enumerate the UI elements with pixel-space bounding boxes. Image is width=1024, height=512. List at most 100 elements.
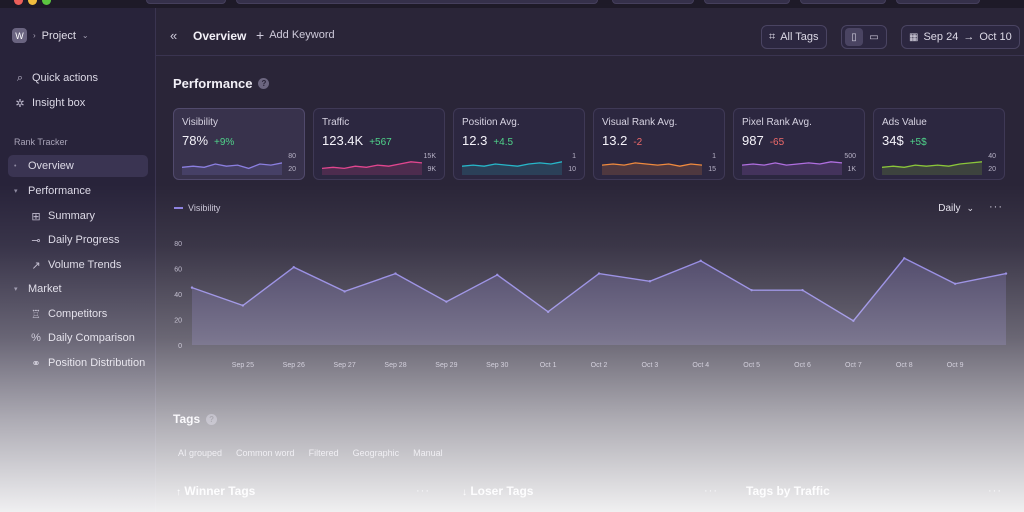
y-tick-label: 80 (174, 241, 182, 248)
arrow-down-icon: ↓ (462, 487, 467, 498)
more-options-icon[interactable]: ··· (704, 485, 718, 497)
tag-filter-ai-grouped[interactable]: AI grouped (178, 448, 223, 458)
data-point[interactable] (801, 288, 804, 292)
metric-value-row: 12.3 +4.5 (462, 133, 513, 148)
data-point[interactable] (343, 290, 346, 293)
data-point[interactable] (953, 282, 957, 285)
sidebar-item-volume-trends[interactable]: ↗ Volume Trends (8, 254, 148, 276)
data-point[interactable] (597, 272, 601, 275)
sparkline (462, 161, 562, 175)
sparkline-max: 40 (988, 153, 996, 160)
project-switcher[interactable]: W › Project ⌄ (12, 28, 89, 43)
data-point[interactable] (852, 319, 855, 322)
sidebar-item-market[interactable]: ▾ Market (8, 278, 148, 300)
data-point[interactable] (648, 280, 652, 283)
x-tick-label: Oct 6 (794, 362, 811, 369)
date-range-picker[interactable]: ▦ Sep 24 → Oct 10 (901, 25, 1020, 49)
percent-icon: % (31, 332, 41, 344)
data-point[interactable] (750, 288, 753, 292)
period-select[interactable]: Daily ⌄ (938, 203, 974, 214)
more-options-icon[interactable]: ··· (988, 485, 1002, 497)
data-point[interactable] (496, 273, 499, 277)
browser-tab[interactable] (896, 0, 980, 4)
more-options-icon[interactable]: ··· (416, 485, 430, 497)
sparkline-min: 1K (847, 166, 856, 173)
project-label: Project (41, 29, 76, 42)
tag-filter-geographic[interactable]: Geographic (352, 448, 400, 458)
all-tags-button[interactable]: ⌗ All Tags (761, 25, 827, 49)
info-icon[interactable]: ? (206, 413, 218, 425)
info-icon[interactable]: ? (258, 78, 270, 89)
add-keyword-label: Add Keyword (269, 29, 335, 41)
sidebar-item-label: Daily Comparison (48, 332, 135, 344)
insight-box-button[interactable]: ✲ Insight box (8, 92, 148, 114)
chart-legend: Visibility (174, 203, 220, 213)
metric-value: 123.4K (322, 133, 364, 148)
browser-tab[interactable] (146, 0, 226, 4)
x-tick-label: Oct 9 (947, 362, 964, 369)
browser-tab[interactable] (800, 0, 886, 4)
data-point[interactable] (190, 286, 194, 289)
quick-actions-label: Quick actions (32, 72, 99, 84)
y-tick-label: 20 (174, 318, 182, 325)
tag-filter-manual[interactable]: Manual (413, 448, 443, 458)
desktop-device-icon[interactable]: ▭ (869, 31, 879, 43)
distribution-icon: ⚭ (31, 357, 41, 370)
metric-delta: -65 (769, 137, 785, 148)
sidebar-item-performance[interactable]: ▾ Performance (8, 180, 148, 202)
metric-card-visibility[interactable]: Visibility 78% +9% 80 20 (173, 108, 305, 180)
data-point[interactable] (699, 259, 702, 263)
metric-value-row: 123.4K +567 (322, 133, 392, 148)
maximize-window-icon[interactable] (42, 0, 51, 5)
data-point[interactable] (292, 266, 295, 269)
sidebar-item-competitors[interactable]: ♖ Competitors (8, 303, 148, 325)
sidebar-item-daily-progress[interactable]: ⊸ Daily Progress (8, 229, 148, 251)
data-point[interactable] (903, 257, 906, 260)
data-point[interactable] (1004, 272, 1008, 275)
add-keyword-button[interactable]: + Add Keyword (256, 27, 335, 43)
sidebar-item-daily-comparison[interactable]: % Daily Comparison (8, 327, 148, 349)
metric-card-visual-rank-avg[interactable]: Visual Rank Avg. 13.2 -2 1 15 (593, 108, 725, 180)
sidebar-item-summary[interactable]: ⊞ Summary (8, 205, 148, 227)
calendar-icon: ▦ (909, 31, 919, 43)
plus-icon: + (256, 27, 265, 43)
collapse-sidebar-icon[interactable]: « (170, 28, 178, 43)
data-point[interactable] (241, 304, 245, 307)
close-window-icon[interactable] (14, 0, 23, 5)
minimize-window-icon[interactable] (28, 0, 37, 5)
browser-tab-strip (0, 0, 1024, 8)
sidebar-item-overview[interactable]: • Overview (8, 155, 148, 177)
sparkline (182, 162, 282, 175)
quick-actions-button[interactable]: ⌕ Quick actions (8, 67, 148, 89)
sparkline-min: 10 (568, 166, 576, 173)
sidebar-item-label: Summary (48, 210, 96, 222)
metric-label: Traffic (322, 117, 350, 128)
project-avatar: W (12, 28, 27, 43)
tag-filter-tabs: AI grouped Common word Filtered Geograph… (178, 448, 443, 458)
data-point[interactable] (394, 272, 397, 275)
metric-card-position-avg[interactable]: Position Avg. 12.3 +4.5 1 10 (453, 108, 585, 180)
more-options-icon[interactable]: ··· (989, 201, 1003, 213)
metric-card-pixel-rank-avg[interactable]: Pixel Rank Avg. 987 -65 500 1K (733, 108, 865, 180)
address-bar[interactable] (236, 0, 598, 4)
metric-card-ads-value[interactable]: Ads Value 34$ +5$ 40 20 (873, 108, 1005, 180)
tag-filter-filtered[interactable]: Filtered (308, 448, 339, 458)
sparkline (882, 161, 982, 175)
metric-value-row: 13.2 -2 (602, 133, 642, 148)
mobile-device-icon[interactable]: ▯ (845, 28, 863, 46)
data-point[interactable] (546, 310, 550, 314)
metric-label: Visual Rank Avg. (602, 117, 678, 128)
browser-tab[interactable] (612, 0, 694, 4)
tag-filter-common-word[interactable]: Common word (236, 448, 295, 458)
sidebar-item-position-distribution[interactable]: ⚭ Position Distribution (8, 352, 148, 374)
winner-tags-heading: ↑ Winner Tags (176, 484, 255, 498)
sparkline (322, 161, 422, 175)
data-point[interactable] (445, 300, 448, 303)
metric-card-traffic[interactable]: Traffic 123.4K +567 15K 9K (313, 108, 445, 180)
sparkline-min: 9K (427, 166, 436, 173)
metric-value: 987 (742, 133, 764, 148)
metric-delta: +567 (369, 137, 392, 148)
chevron-right-icon: › (33, 31, 36, 40)
metric-label: Visibility (182, 117, 218, 128)
browser-tab[interactable] (704, 0, 790, 4)
